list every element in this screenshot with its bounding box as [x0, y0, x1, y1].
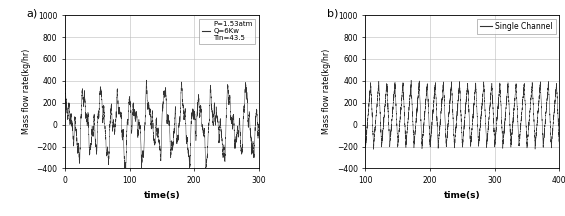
- X-axis label: time(s): time(s): [444, 191, 481, 200]
- Text: a): a): [26, 9, 37, 19]
- Y-axis label: Mass flow rate(kg/hr): Mass flow rate(kg/hr): [22, 49, 31, 135]
- X-axis label: time(s): time(s): [144, 191, 180, 200]
- Legend: P=1.53atm
Q=6Kw
Tin=43.5: P=1.53atm Q=6Kw Tin=43.5: [199, 19, 255, 44]
- Text: b): b): [327, 9, 338, 19]
- Legend: Single Channel: Single Channel: [477, 19, 555, 34]
- Y-axis label: Mass flow rate(kg/hr): Mass flow rate(kg/hr): [322, 49, 331, 135]
